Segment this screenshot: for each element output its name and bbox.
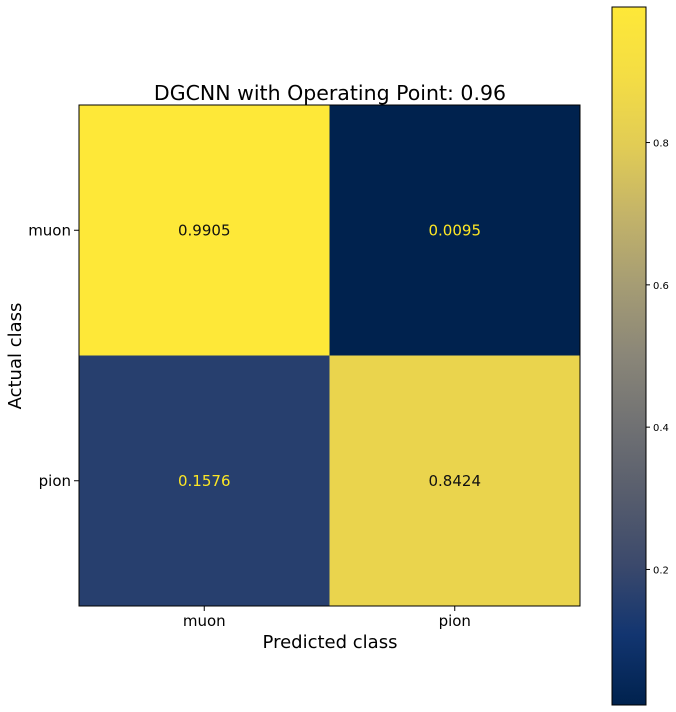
colorbar-tick-label-2: 0.6 bbox=[653, 281, 669, 292]
chart-title: DGCNN with Operating Point: 0.96 bbox=[154, 81, 506, 105]
cell-value-1-1: 0.8424 bbox=[429, 472, 482, 490]
x-tick-label-1: pion bbox=[439, 612, 471, 630]
x-axis-ticks: muon pion bbox=[183, 606, 471, 630]
colorbar bbox=[611, 6, 647, 706]
heatmap-cell-1-0 bbox=[79, 355, 330, 606]
y-tick-label-0: muon bbox=[28, 221, 71, 239]
x-tick-label-0: muon bbox=[183, 612, 226, 630]
y-tick-label-1: pion bbox=[39, 472, 71, 490]
heatmap-cells bbox=[79, 105, 580, 606]
y-axis-ticks: muon pion bbox=[28, 221, 79, 490]
cell-value-labels: 0.9905 0.0095 0.1576 0.8424 bbox=[178, 221, 481, 490]
plot-frame bbox=[78, 104, 581, 607]
colorbar-tick-label-1: 0.4 bbox=[653, 423, 669, 434]
heatmap-cell-1-1 bbox=[329, 355, 580, 606]
colorbar-tick-label-3: 0.8 bbox=[653, 139, 669, 150]
cell-value-0-0: 0.9905 bbox=[178, 221, 231, 239]
cell-value-1-0: 0.1576 bbox=[178, 472, 231, 490]
x-axis-label: Predicted class bbox=[263, 632, 398, 653]
heatmap-cell-0-1 bbox=[329, 105, 580, 356]
y-axis-label: Actual class bbox=[5, 303, 26, 410]
colorbar-tick-label-0: 0.2 bbox=[653, 565, 669, 576]
heatmap-cell-0-0 bbox=[79, 105, 330, 356]
cell-value-0-1: 0.0095 bbox=[429, 221, 482, 239]
colorbar-ticks: 0.2 0.4 0.6 0.8 bbox=[646, 139, 669, 576]
